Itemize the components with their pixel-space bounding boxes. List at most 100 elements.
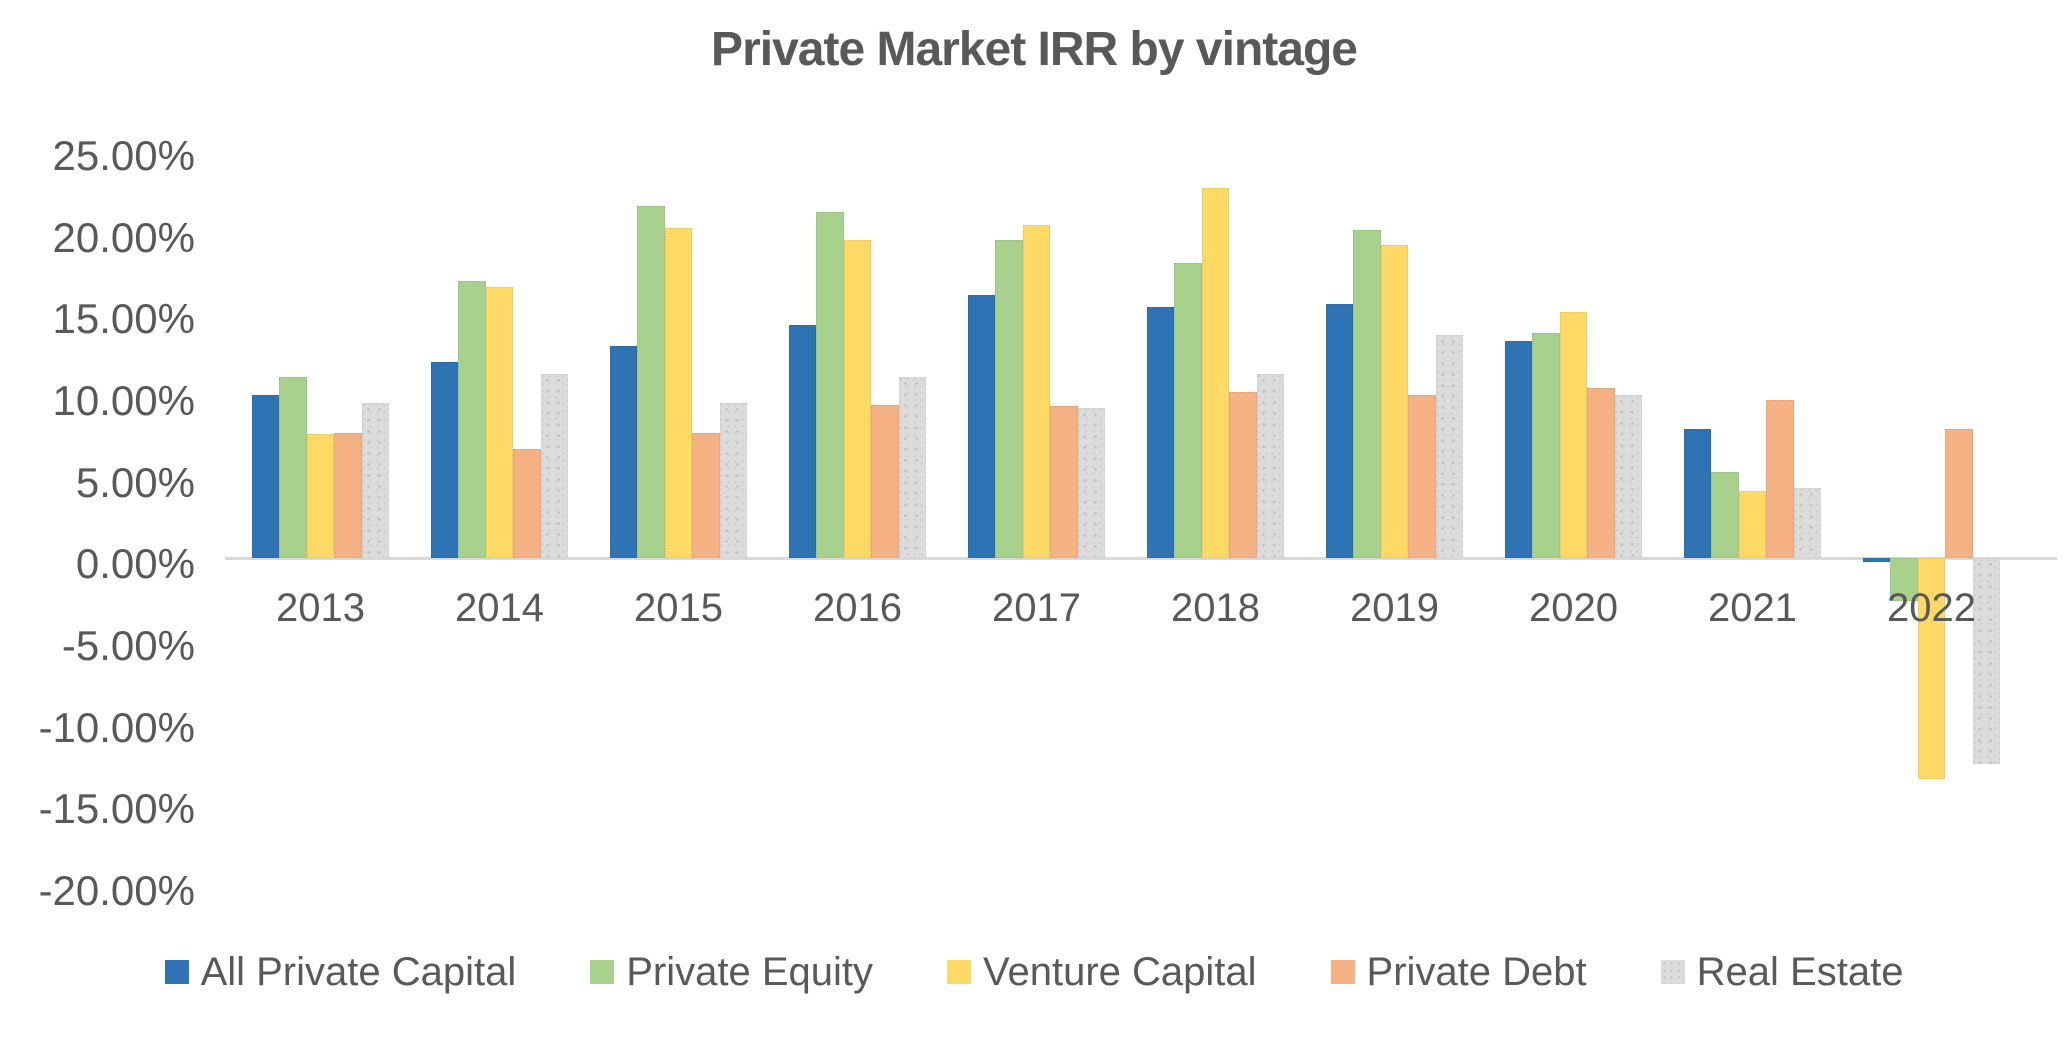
legend-label-all-private-capital: All Private Capital xyxy=(200,950,517,994)
y-axis-tick-label: -20.00% xyxy=(38,867,195,914)
x-axis-label-2017: 2017 xyxy=(992,586,1081,631)
x-axis-label-2013: 2013 xyxy=(276,586,365,631)
bar-2022-venture-capital xyxy=(1917,558,1946,779)
bar-2015-private-debt xyxy=(692,432,720,559)
legend-item-private-equity: Private Equity xyxy=(590,952,873,992)
bar-2019-private-equity xyxy=(1353,230,1381,559)
bar-2021-all-private-capital xyxy=(1684,429,1712,559)
bar-2013-private-debt xyxy=(334,432,362,559)
year-group-2021: 2021 xyxy=(1663,150,1842,885)
legend-label-real-estate: Real Estate xyxy=(1696,950,1904,994)
bar-2020-all-private-capital xyxy=(1505,341,1533,559)
y-axis-tick-label: 5.00% xyxy=(75,458,195,506)
chart-title: Private Market IRR by vintage xyxy=(711,23,1358,76)
year-group-2013: 2013 xyxy=(231,150,410,885)
y-axis-tick-label: 10.00% xyxy=(52,377,195,424)
bar-2014-real-estate xyxy=(540,373,568,559)
legend-item-real-estate: Real Estate xyxy=(1660,950,1904,994)
bar-2019-all-private-capital xyxy=(1326,303,1354,559)
bar-2013-private-equity xyxy=(279,377,307,559)
year-group-2018: 2018 xyxy=(1126,150,1305,885)
bar-2020-private-equity xyxy=(1532,332,1560,559)
bar-2015-private-equity xyxy=(637,205,665,559)
plot-area: 2013 2014 2015 2016 2017 2018 2019 2020 2021 2022 xyxy=(225,150,2057,885)
x-axis-label-2022: 2022 xyxy=(1887,586,1976,631)
y-axis-tick-label: 20.00% xyxy=(52,213,195,261)
x-axis-label-2016: 2016 xyxy=(813,586,902,631)
y-axis-tick-label: 25.00% xyxy=(52,132,195,179)
legend-swatch-venture-capital xyxy=(947,960,972,984)
bar-2015-venture-capital xyxy=(664,228,693,559)
bar-2022-private-debt xyxy=(1945,429,1973,559)
bar-2019-private-debt xyxy=(1408,395,1436,559)
bar-2018-private-equity xyxy=(1174,262,1202,559)
year-group-2017: 2017 xyxy=(947,150,1126,885)
x-axis-line xyxy=(225,557,2057,561)
bar-2022-all-private-capital xyxy=(1863,558,1891,562)
x-axis-label-2018: 2018 xyxy=(1171,586,1260,631)
bar-2022-private-equity xyxy=(1890,558,1918,601)
legend-swatch-private-equity xyxy=(590,960,615,984)
y-axis-labels: 25.00% 20.00% 15.00% 10.00% 5.00% 0.00% -5.00%… xyxy=(0,0,205,1045)
year-group-2016: 2016 xyxy=(768,150,947,885)
bar-2013-real-estate xyxy=(361,403,389,559)
bar-2021-private-equity xyxy=(1711,471,1739,559)
bar-2016-private-equity xyxy=(816,212,844,559)
bar-2017-all-private-capital xyxy=(968,295,996,559)
legend: All Private Capital Private Equity Venture… xyxy=(0,942,2068,1002)
bar-2018-all-private-capital xyxy=(1147,306,1175,559)
x-axis-label-2020: 2020 xyxy=(1529,586,1618,631)
bar-2019-venture-capital xyxy=(1380,244,1409,559)
bar-2020-venture-capital xyxy=(1559,311,1588,559)
legend-item-all-private-capital: All Private Capital xyxy=(164,950,517,994)
bar-2014-private-equity xyxy=(458,280,486,559)
bar-2016-venture-capital xyxy=(843,239,872,559)
bar-2014-private-debt xyxy=(513,448,541,559)
bar-2015-real-estate xyxy=(719,403,747,559)
legend-swatch-all-private-capital xyxy=(164,960,189,984)
legend-label-private-equity: Private Equity xyxy=(626,950,874,994)
year-group-2014: 2014 xyxy=(410,150,589,885)
x-axis-label-2015: 2015 xyxy=(634,586,723,631)
bar-2017-venture-capital xyxy=(1022,225,1051,559)
year-group-2022: 2022 xyxy=(1842,150,2021,885)
bar-2018-real-estate xyxy=(1256,373,1284,559)
bar-2017-private-debt xyxy=(1050,406,1078,559)
bar-2016-all-private-capital xyxy=(789,324,817,559)
legend-item-venture-capital: Venture Capital xyxy=(947,952,1257,992)
year-group-2015: 2015 xyxy=(589,150,768,885)
bar-2015-all-private-capital xyxy=(610,346,638,559)
x-axis-label-2014: 2014 xyxy=(455,586,544,631)
legend-item-private-debt: Private Debt xyxy=(1330,950,1587,994)
bar-2021-real-estate xyxy=(1793,488,1821,559)
bar-2022-real-estate xyxy=(1972,558,2000,765)
bar-2013-all-private-capital xyxy=(252,395,280,559)
bar-2014-venture-capital xyxy=(485,287,514,559)
legend-swatch-private-debt xyxy=(1330,960,1355,984)
bar-2020-private-debt xyxy=(1587,388,1615,559)
bar-2020-real-estate xyxy=(1614,395,1642,559)
y-axis-tick-label: -5.00% xyxy=(61,622,195,669)
y-axis-tick-label: -10.00% xyxy=(38,703,195,751)
bar-2019-real-estate xyxy=(1435,334,1463,559)
bar-2014-all-private-capital xyxy=(431,362,459,559)
x-axis-label-2021: 2021 xyxy=(1708,586,1797,631)
legend-label-venture-capital: Venture Capital xyxy=(983,950,1257,994)
year-group-2019: 2019 xyxy=(1305,150,1484,885)
bar-2017-private-equity xyxy=(995,239,1023,559)
bar-2021-venture-capital xyxy=(1738,491,1767,559)
bar-2021-private-debt xyxy=(1766,399,1794,559)
y-axis-tick-label: 0.00% xyxy=(75,540,195,588)
y-axis-tick-label: -15.00% xyxy=(38,785,195,833)
bar-2016-private-debt xyxy=(871,404,899,559)
bar-2016-real-estate xyxy=(898,377,926,559)
x-axis-label-2019: 2019 xyxy=(1350,586,1439,631)
year-group-2020: 2020 xyxy=(1484,150,1663,885)
legend-label-private-debt: Private Debt xyxy=(1366,950,1587,994)
bar-2018-private-debt xyxy=(1229,391,1257,559)
y-axis-tick-label: 15.00% xyxy=(52,295,195,343)
legend-swatch-real-estate xyxy=(1660,960,1685,984)
bar-2017-real-estate xyxy=(1077,408,1105,559)
bar-2018-venture-capital xyxy=(1201,187,1230,559)
